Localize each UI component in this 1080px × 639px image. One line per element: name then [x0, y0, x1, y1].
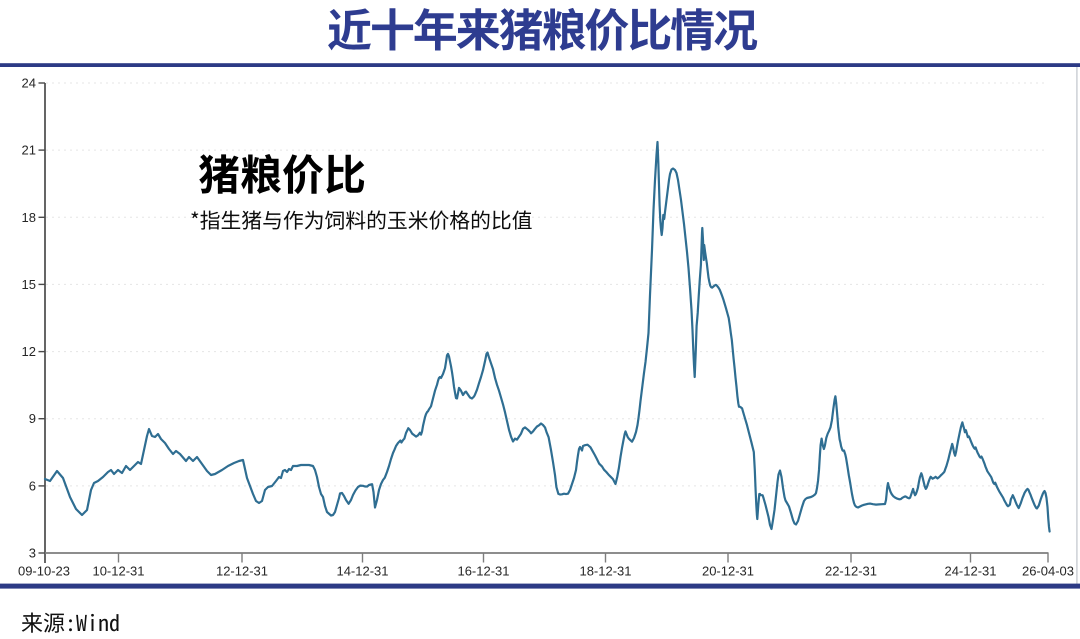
svg-text:3: 3: [29, 546, 36, 561]
svg-text:21: 21: [22, 143, 36, 158]
svg-text:09-10-23: 09-10-23: [18, 564, 70, 579]
svg-text:18: 18: [22, 210, 36, 225]
svg-text:24: 24: [22, 76, 36, 91]
svg-text:6: 6: [29, 478, 36, 493]
svg-text:15: 15: [22, 277, 36, 292]
svg-text:9: 9: [29, 411, 36, 426]
svg-text:12: 12: [22, 344, 36, 359]
svg-text:20-12-31: 20-12-31: [702, 564, 754, 579]
svg-text:14-12-31: 14-12-31: [336, 564, 388, 579]
svg-text:18-12-31: 18-12-31: [579, 564, 631, 579]
svg-text:26-04-03: 26-04-03: [1022, 564, 1074, 579]
svg-text:24-12-31: 24-12-31: [944, 564, 996, 579]
svg-text:16-12-31: 16-12-31: [457, 564, 509, 579]
svg-text:10-12-31: 10-12-31: [92, 564, 144, 579]
svg-text:22-12-31: 22-12-31: [825, 564, 877, 579]
svg-text:12-12-31: 12-12-31: [216, 564, 268, 579]
